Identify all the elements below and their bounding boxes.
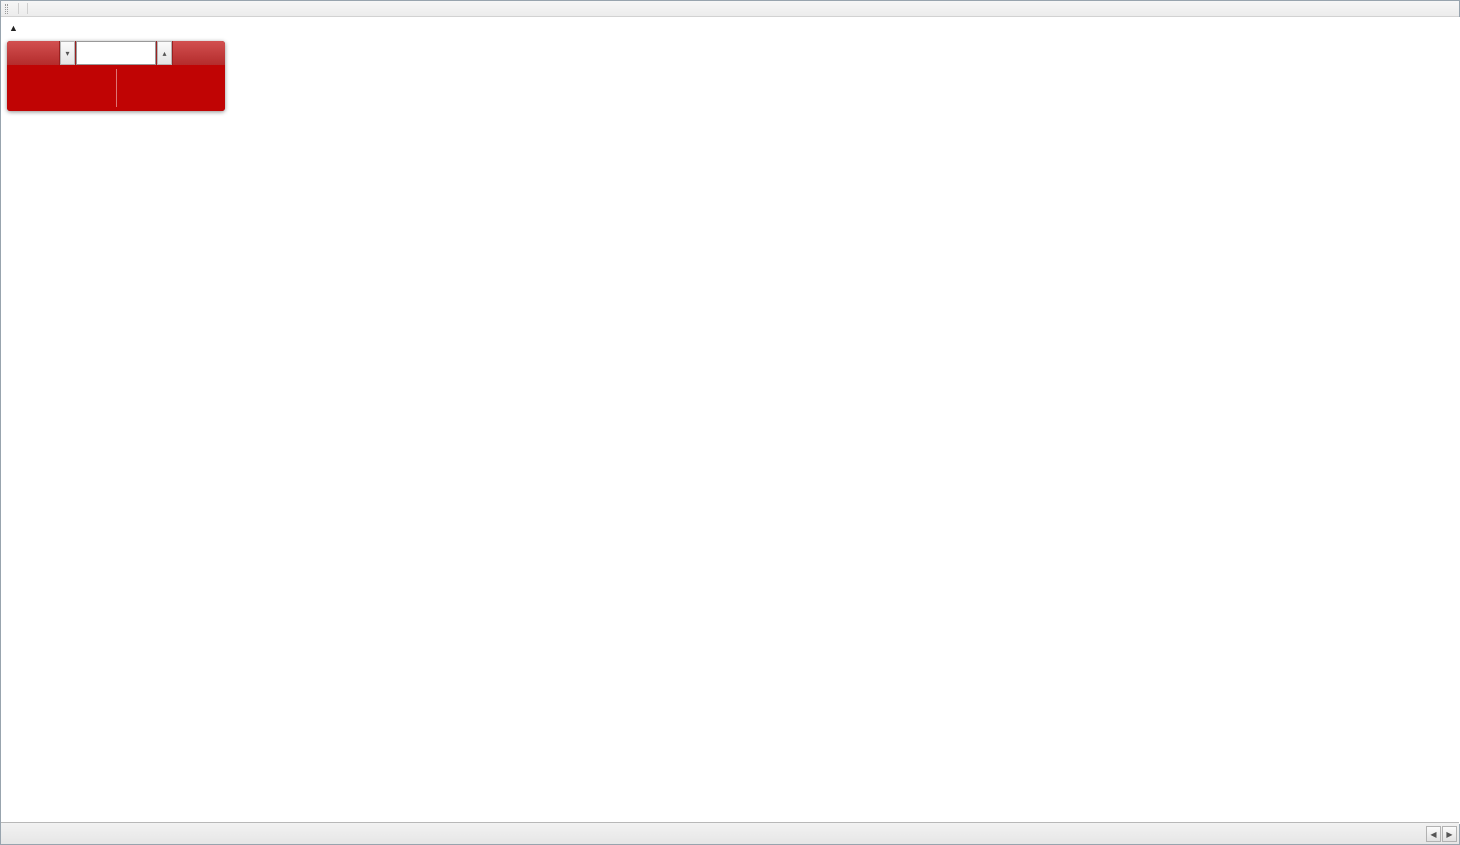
volume-increase-button[interactable]: ▴ xyxy=(157,41,172,65)
timeframe-toolbar xyxy=(1,1,1459,17)
chart-title: ▲ xyxy=(9,23,30,33)
tabs-scroll-left-button[interactable]: ◀ xyxy=(1426,826,1441,842)
toolbar-separator xyxy=(18,3,19,14)
chart-area[interactable]: ▲ ▾ ▴ xyxy=(1,17,1460,824)
sell-button[interactable] xyxy=(7,41,59,65)
macd-indicator-label xyxy=(9,573,19,585)
trade-panel-controls: ▾ ▴ xyxy=(7,41,225,65)
chart-tabs-bar: ◀ ▶ xyxy=(1,822,1459,844)
chart-tabs xyxy=(3,823,1426,844)
one-click-trade-panel: ▾ ▴ xyxy=(7,41,225,111)
buy-price-display[interactable] xyxy=(117,65,226,111)
tab-scroll-arrows: ◀ ▶ xyxy=(1426,826,1457,844)
toolbar-grip-handle[interactable] xyxy=(5,3,8,14)
trade-panel-prices xyxy=(7,65,225,111)
price-divider xyxy=(115,69,117,107)
volume-field xyxy=(76,41,156,65)
sell-price-display[interactable] xyxy=(7,65,116,111)
volume-decrease-button[interactable]: ▾ xyxy=(60,41,75,65)
price-chart-canvas[interactable] xyxy=(1,17,1460,824)
rsi-indicator-label xyxy=(9,675,14,687)
volume-input[interactable] xyxy=(77,42,155,64)
toolbar-separator xyxy=(27,3,28,14)
one-click-trading-toggle-icon[interactable]: ▲ xyxy=(9,23,18,33)
buy-button[interactable] xyxy=(173,41,225,65)
tabs-scroll-right-button[interactable]: ▶ xyxy=(1442,826,1457,842)
